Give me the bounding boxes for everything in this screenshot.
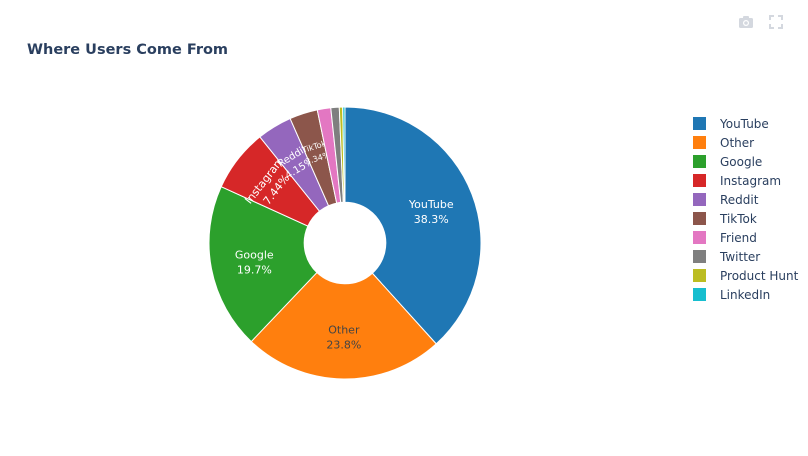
legend-label: LinkedIn: [720, 287, 771, 302]
legend-swatch: [693, 212, 706, 225]
legend-label: YouTube: [720, 116, 769, 131]
slice-label-name: YouTube: [408, 198, 454, 211]
legend-label: Reddit: [720, 192, 759, 207]
pie-slice-youtube[interactable]: [344, 106, 482, 345]
pie-slice-google[interactable]: [208, 185, 318, 343]
legend-swatch: [693, 174, 706, 187]
legend-label: Other: [720, 135, 755, 150]
legend-label: Twitter: [720, 249, 761, 264]
fullscreen-icon[interactable]: [768, 14, 784, 30]
slice-label-google: Google 19.7%: [235, 249, 274, 277]
legend-item-google[interactable]: Google: [693, 152, 798, 171]
pie-slice-other[interactable]: [250, 271, 437, 380]
legend-label: Instagram: [720, 173, 782, 188]
legend-item-tiktok[interactable]: TikTok: [693, 209, 798, 228]
legend-swatch: [693, 231, 706, 244]
legend-swatch: [693, 155, 706, 168]
slice-label-name: Google: [235, 249, 274, 262]
slice-label-other: Other 23.8%: [326, 323, 361, 351]
legend-label: Product Hunt: [720, 268, 799, 283]
modebar: [738, 14, 784, 30]
legend-swatch: [693, 193, 706, 206]
legend-item-product-hunt[interactable]: Product Hunt: [693, 266, 798, 285]
legend-label: Google: [720, 154, 763, 169]
legend-swatch: [693, 288, 706, 301]
legend-label: Friend: [720, 230, 757, 245]
slice-label-percent: 19.7%: [237, 264, 272, 277]
legend-item-twitter[interactable]: Twitter: [693, 247, 798, 266]
slice-label-youtube: YouTube 38.3%: [408, 198, 454, 226]
slice-label-percent: 23.8%: [326, 338, 361, 351]
legend-item-reddit[interactable]: Reddit: [693, 190, 798, 209]
legend-item-other[interactable]: Other: [693, 133, 798, 152]
legend-swatch: [693, 250, 706, 263]
legend-item-instagram[interactable]: Instagram: [693, 171, 798, 190]
legend-item-youtube[interactable]: YouTube: [693, 114, 798, 133]
legend: YouTube Other Google Instagram Reddit TikTok F…: [693, 114, 798, 304]
chart-title: Where Users Come From: [27, 42, 229, 58]
legend-swatch: [693, 136, 706, 149]
legend-label: TikTok: [720, 211, 757, 226]
legend-swatch: [693, 269, 706, 282]
slice-label-percent: 38.3%: [414, 213, 449, 226]
camera-icon[interactable]: [738, 14, 754, 30]
legend-item-friend[interactable]: Friend: [693, 228, 798, 247]
legend-swatch: [693, 117, 706, 130]
slice-label-name: Other: [328, 323, 360, 336]
pie-slice-linkedin[interactable]: [342, 106, 346, 203]
legend-item-linkedin[interactable]: LinkedIn: [693, 285, 798, 304]
